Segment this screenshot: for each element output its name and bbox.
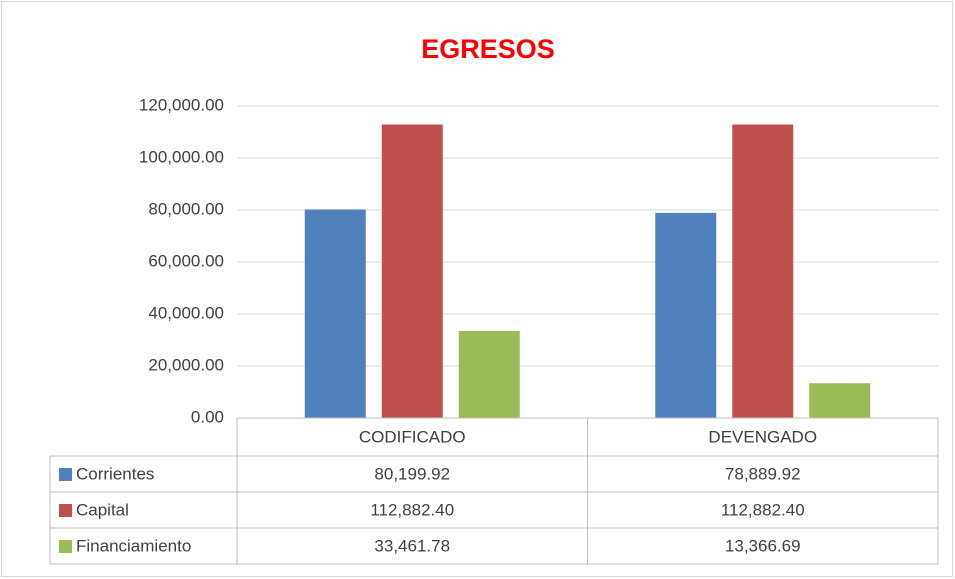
table-value: 112,882.40	[721, 500, 805, 519]
bar	[381, 124, 443, 418]
legend-swatch	[59, 504, 72, 517]
bar	[655, 212, 717, 418]
y-tick-label: 80,000.00	[148, 199, 224, 218]
table-value: 80,199.92	[374, 464, 450, 483]
y-tick-label: 20,000.00	[148, 355, 224, 374]
legend-label: Capital	[76, 500, 129, 519]
legend-swatch	[59, 540, 72, 553]
x-tick-label: DEVENGADO	[708, 427, 817, 446]
y-tick-label: 60,000.00	[148, 251, 224, 270]
table-value: 78,889.92	[725, 464, 801, 483]
bar	[809, 383, 871, 418]
y-tick-label: 40,000.00	[148, 303, 224, 322]
y-tick-label: 0.00	[191, 407, 224, 426]
x-tick-label: CODIFICADO	[359, 427, 466, 446]
legend-label: Financiamiento	[76, 536, 191, 555]
bar	[732, 124, 794, 418]
legend-swatch	[59, 468, 72, 481]
table-value: 13,366.69	[725, 536, 801, 555]
bar	[458, 330, 520, 418]
table-value: 112,882.40	[370, 500, 454, 519]
legend-label: Corrientes	[76, 464, 154, 483]
bar	[304, 209, 366, 418]
chart-title: EGRESOS	[421, 34, 555, 64]
table-value: 33,461.78	[374, 536, 450, 555]
y-tick-label: 120,000.00	[139, 95, 224, 114]
y-tick-label: 100,000.00	[139, 147, 224, 166]
